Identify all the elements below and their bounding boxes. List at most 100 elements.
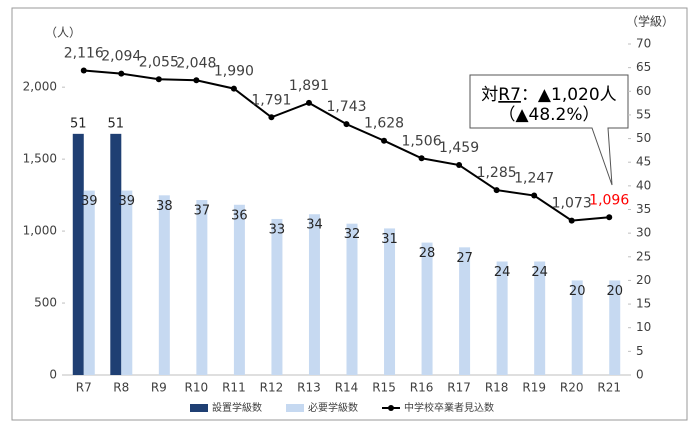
line-value-label: 1,247 xyxy=(514,171,554,187)
line-marker xyxy=(343,121,350,128)
bar-value-label: 51 xyxy=(108,116,125,131)
x-tick-label: R16 xyxy=(410,381,434,395)
bar xyxy=(609,280,621,375)
y2-tick-label: 45 xyxy=(636,155,651,169)
bar xyxy=(459,247,471,375)
y2-tick-label: 60 xyxy=(636,84,651,98)
bar-value-label: 27 xyxy=(456,251,473,266)
bar-value-label: 33 xyxy=(269,222,286,237)
line-marker xyxy=(493,187,500,194)
annotation-underlined: R7 xyxy=(498,85,521,105)
y2-tick-label: 20 xyxy=(636,273,651,287)
line-marker xyxy=(381,137,388,144)
legend-label: 設置学級数 xyxy=(212,401,262,414)
y2-tick-label: 35 xyxy=(636,202,651,216)
y2-tick-label: 10 xyxy=(636,320,651,334)
line-value-label: 2,048 xyxy=(176,55,216,71)
x-tick-label: R17 xyxy=(447,381,471,395)
line-value-label: 1,891 xyxy=(289,78,329,94)
legend-label: 必要学級数 xyxy=(308,401,358,414)
bar xyxy=(110,133,122,375)
x-tick-label: R20 xyxy=(560,381,584,395)
bar-value-label: 20 xyxy=(569,284,586,299)
line-marker xyxy=(305,99,312,106)
line-value-label: 1,459 xyxy=(439,140,479,156)
x-tick-label: R9 xyxy=(151,381,167,395)
x-tick-label: R12 xyxy=(260,381,284,395)
x-tick-label: R15 xyxy=(372,381,396,395)
legend-swatch xyxy=(286,404,304,412)
line-value-label: 1,073 xyxy=(552,196,592,212)
bar-value-label: 32 xyxy=(344,227,361,242)
bar xyxy=(72,133,84,375)
bar-value-label: 39 xyxy=(119,194,136,209)
line-value-label: 1,285 xyxy=(477,165,517,181)
line-marker xyxy=(118,70,125,77)
x-tick-label: R8 xyxy=(113,381,129,395)
x-tick-label: R18 xyxy=(485,381,509,395)
x-tick-label: R21 xyxy=(597,381,621,395)
bar xyxy=(158,195,170,375)
y-axis-label: （人） xyxy=(45,26,81,40)
bar xyxy=(384,228,396,375)
line-value-label: 2,055 xyxy=(139,54,179,70)
line-marker xyxy=(268,114,275,121)
bar xyxy=(271,218,283,375)
legend-swatch xyxy=(190,404,208,412)
y2-tick-label: 65 xyxy=(636,60,651,74)
y2-tick-label: 0 xyxy=(636,368,644,382)
x-tick-label: R7 xyxy=(76,381,92,395)
bar-value-label: 34 xyxy=(306,218,323,233)
x-tick-label: R14 xyxy=(335,381,359,395)
bar xyxy=(196,200,208,375)
bar xyxy=(233,204,245,375)
line-marker xyxy=(193,77,200,84)
bar xyxy=(534,261,546,375)
bar xyxy=(571,280,583,375)
line-marker xyxy=(155,76,162,83)
bar-value-label: 37 xyxy=(194,204,211,219)
y2-tick-label: 40 xyxy=(636,178,651,192)
line-marker xyxy=(230,85,237,92)
y2-tick-label: 5 xyxy=(636,344,644,358)
y2-tick-label: 50 xyxy=(636,131,651,145)
annotation-rest: ：▲1,020人 xyxy=(521,85,617,105)
bar-value-label: 51 xyxy=(70,116,87,131)
y2-tick-label: 30 xyxy=(636,226,651,240)
bar xyxy=(346,223,358,375)
annotation: 対R7：▲1,020人 xyxy=(481,85,616,105)
x-tick-label: R10 xyxy=(185,381,209,395)
annotation-prefix: 対 xyxy=(481,85,498,105)
legend-swatch-marker xyxy=(388,405,394,411)
line-value-label: 2,116 xyxy=(64,45,104,61)
y2-tick-label: 70 xyxy=(636,37,651,51)
line-marker xyxy=(568,217,575,224)
annotation-line2: （▲48.2%） xyxy=(498,105,599,125)
y-tick-label: 0 xyxy=(49,368,57,382)
line-value-label: 1,506 xyxy=(402,133,442,149)
x-tick-label: R19 xyxy=(522,381,546,395)
bar xyxy=(83,190,95,375)
bar xyxy=(421,242,433,375)
bar-value-label: 24 xyxy=(494,265,511,280)
bar-value-label: 20 xyxy=(606,284,623,299)
x-tick-label: R13 xyxy=(297,381,321,395)
y-tick-label: 2,000 xyxy=(23,80,57,94)
bar xyxy=(121,190,133,375)
line-value-label: 1,096 xyxy=(589,192,629,208)
y2-tick-label: 25 xyxy=(636,249,651,263)
y-tick-label: 500 xyxy=(34,296,57,310)
bar-value-label: 38 xyxy=(156,199,173,214)
y2-tick-label: 15 xyxy=(636,297,651,311)
callout xyxy=(469,74,629,186)
bar xyxy=(308,214,320,375)
y2-axis-label: （学級） xyxy=(626,14,674,29)
line-value-label: 1,743 xyxy=(326,99,366,115)
frame xyxy=(11,7,688,421)
y-tick-label: 1,000 xyxy=(23,224,57,238)
line-value-label: 2,094 xyxy=(101,49,141,65)
line-marker xyxy=(606,214,613,221)
y2-tick-label: 55 xyxy=(636,107,651,121)
bar-value-label: 31 xyxy=(381,232,398,247)
